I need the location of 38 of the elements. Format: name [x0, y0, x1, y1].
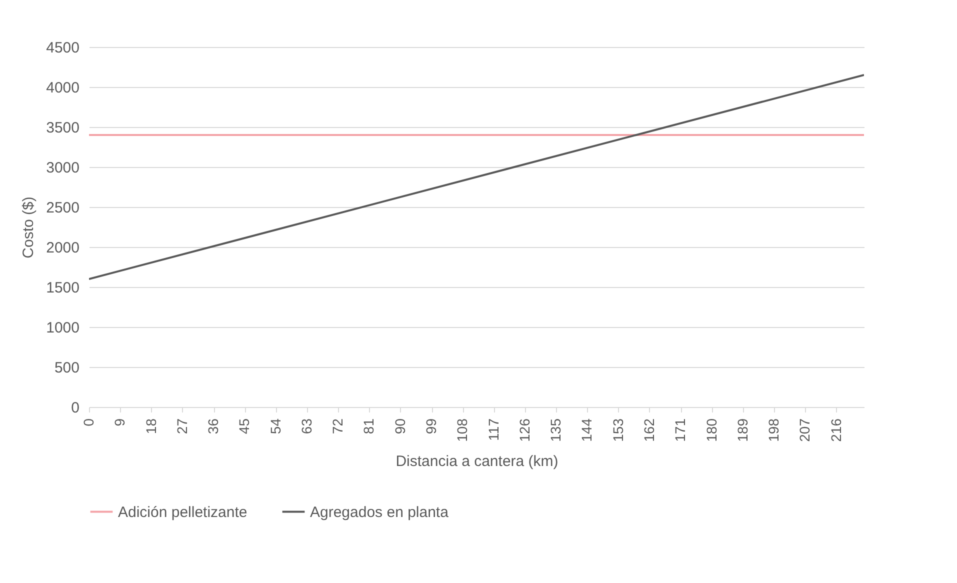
- x-tick-label: 198: [766, 418, 782, 442]
- x-axis-title: Distancia a cantera (km): [396, 452, 558, 470]
- legend-label: Adición pelletizante: [118, 504, 248, 521]
- x-tick-label: 189: [734, 418, 750, 442]
- x-tick-label: 0: [80, 418, 96, 426]
- y-tick-label: 3000: [46, 160, 80, 176]
- x-tick-label: 63: [298, 418, 314, 434]
- x-tick-label: 126: [516, 418, 532, 442]
- y-tick-label: 2000: [46, 240, 80, 256]
- x-tick-label: 90: [392, 418, 408, 434]
- y-tick-label: 4000: [46, 80, 80, 96]
- x-tick-label: 216: [828, 418, 844, 442]
- legend-label: Agregados en planta: [310, 504, 450, 521]
- y-tick-label: 1500: [46, 280, 80, 296]
- x-tick-label: 180: [703, 418, 720, 442]
- x-tick-label: 207: [796, 418, 813, 442]
- x-tick-label: 18: [142, 418, 159, 434]
- x-tick-label: 108: [454, 418, 470, 442]
- x-tick-label: 135: [548, 418, 564, 442]
- x-tick-label: 72: [330, 418, 346, 434]
- y-tick-label: 500: [54, 360, 80, 376]
- x-tick-label: 171: [672, 418, 688, 442]
- x-tick-label: 27: [174, 418, 190, 434]
- x-tick-label: 144: [578, 418, 595, 442]
- y-tick-label: 1000: [46, 320, 80, 336]
- x-tick-label: 117: [485, 418, 502, 441]
- y-tick-label: 3500: [46, 120, 80, 136]
- x-tick-label: 162: [640, 418, 657, 442]
- x-tick-label: 54: [267, 418, 284, 434]
- x-tick-label: 81: [360, 418, 377, 434]
- x-tick-label: 36: [205, 418, 222, 434]
- y-tick-label: 2500: [46, 200, 80, 216]
- y-tick-label: 4500: [46, 40, 80, 56]
- y-axis-title: Costo ($): [20, 196, 38, 258]
- x-tick-label: 153: [610, 418, 626, 442]
- x-tick-label: 9: [112, 418, 128, 426]
- x-tick-label: 99: [423, 418, 440, 434]
- x-tick-label: 45: [236, 418, 252, 434]
